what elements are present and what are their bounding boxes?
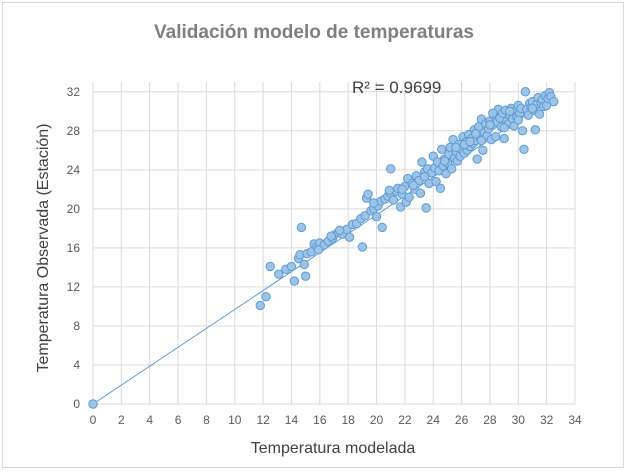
data-point xyxy=(437,144,447,155)
data-point xyxy=(499,123,509,133)
data-point xyxy=(534,109,545,119)
data-point xyxy=(520,87,531,97)
data-point xyxy=(431,176,441,187)
data-point xyxy=(476,135,487,146)
y-tick-label: 20 xyxy=(67,202,81,216)
data-point xyxy=(478,145,488,156)
y-tick-label: 8 xyxy=(73,319,80,333)
data-point xyxy=(313,245,324,255)
chart-title: Validación modelo de temperaturas xyxy=(154,22,474,43)
data-point xyxy=(435,183,446,194)
data-point xyxy=(472,154,482,164)
x-tick-label: 18 xyxy=(341,413,355,427)
tick-labels: 0 2 4 6 8 10 12 14 16 18 20 22 24 26 28 30 32 34048121620… xyxy=(67,85,582,427)
x-tick-label: 2 xyxy=(118,413,125,427)
x-tick-label: 10 xyxy=(228,413,242,427)
data-point xyxy=(88,399,98,409)
gridlines xyxy=(92,82,576,405)
x-tick-label: 8 xyxy=(203,413,210,427)
y-tick-label: 0 xyxy=(73,397,80,411)
data-point xyxy=(368,198,379,208)
x-tick-label: 24 xyxy=(427,413,441,427)
data-point xyxy=(255,300,265,311)
x-axis-title: Temperatura modelada xyxy=(251,440,416,457)
data-point xyxy=(505,106,515,116)
y-tick-label: 16 xyxy=(67,241,81,255)
data-point xyxy=(415,188,426,198)
r-squared-annotation: R² = 0.9699 xyxy=(352,78,441,97)
data-point xyxy=(488,108,498,118)
chart-frame xyxy=(2,2,624,468)
data-point xyxy=(265,261,275,272)
data-point xyxy=(465,136,475,147)
data-points xyxy=(88,87,559,409)
data-point xyxy=(357,242,368,252)
x-tick-label: 12 xyxy=(256,413,270,427)
x-tick-label: 30 xyxy=(512,413,526,427)
data-point xyxy=(527,103,538,114)
x-tick-label: 28 xyxy=(483,413,497,427)
data-point xyxy=(519,144,529,155)
data-point xyxy=(420,171,430,182)
x-tick-label: 26 xyxy=(455,413,469,427)
data-point xyxy=(513,115,523,125)
data-point xyxy=(300,271,311,281)
y-tick-label: 24 xyxy=(67,163,81,177)
x-tick-label: 4 xyxy=(146,413,153,427)
x-tick-label: 20 xyxy=(370,413,384,427)
data-point xyxy=(446,164,457,174)
trendline xyxy=(92,96,555,405)
data-point xyxy=(289,276,300,286)
data-point xyxy=(499,133,509,144)
data-point xyxy=(296,222,307,233)
data-point xyxy=(451,142,461,153)
x-tick-label: 16 xyxy=(313,413,327,427)
y-tick-label: 32 xyxy=(67,85,81,99)
data-point xyxy=(404,192,414,202)
x-tick-label: 22 xyxy=(398,413,412,427)
data-point xyxy=(261,291,271,302)
data-point xyxy=(421,203,431,213)
data-point xyxy=(363,189,373,199)
y-tick-label: 4 xyxy=(73,358,80,372)
data-point xyxy=(334,225,345,236)
data-point xyxy=(384,185,394,196)
data-point xyxy=(549,96,559,107)
data-point xyxy=(417,157,427,167)
x-tick-label: 14 xyxy=(285,413,299,427)
y-tick-label: 12 xyxy=(67,280,81,294)
y-axis-title: Temperatura Observada (Estación) xyxy=(35,124,52,373)
data-point xyxy=(439,156,450,166)
data-point xyxy=(388,195,399,205)
y-tick-label: 28 xyxy=(67,124,81,138)
data-point xyxy=(371,211,382,222)
x-tick-label: 0 xyxy=(90,413,97,427)
data-point xyxy=(485,120,495,130)
data-point xyxy=(397,184,407,195)
data-point xyxy=(377,222,387,233)
data-point xyxy=(386,164,396,174)
data-point xyxy=(286,261,297,272)
data-point xyxy=(471,129,481,139)
data-point xyxy=(408,180,419,191)
data-point xyxy=(530,125,541,135)
data-point xyxy=(517,126,528,136)
data-point xyxy=(490,131,501,142)
data-point xyxy=(274,269,284,279)
data-point xyxy=(326,231,336,241)
x-tick-label: 34 xyxy=(568,413,582,427)
x-tick-label: 32 xyxy=(540,413,554,427)
data-point xyxy=(344,232,355,242)
x-tick-label: 6 xyxy=(175,413,182,427)
data-point xyxy=(299,259,309,270)
